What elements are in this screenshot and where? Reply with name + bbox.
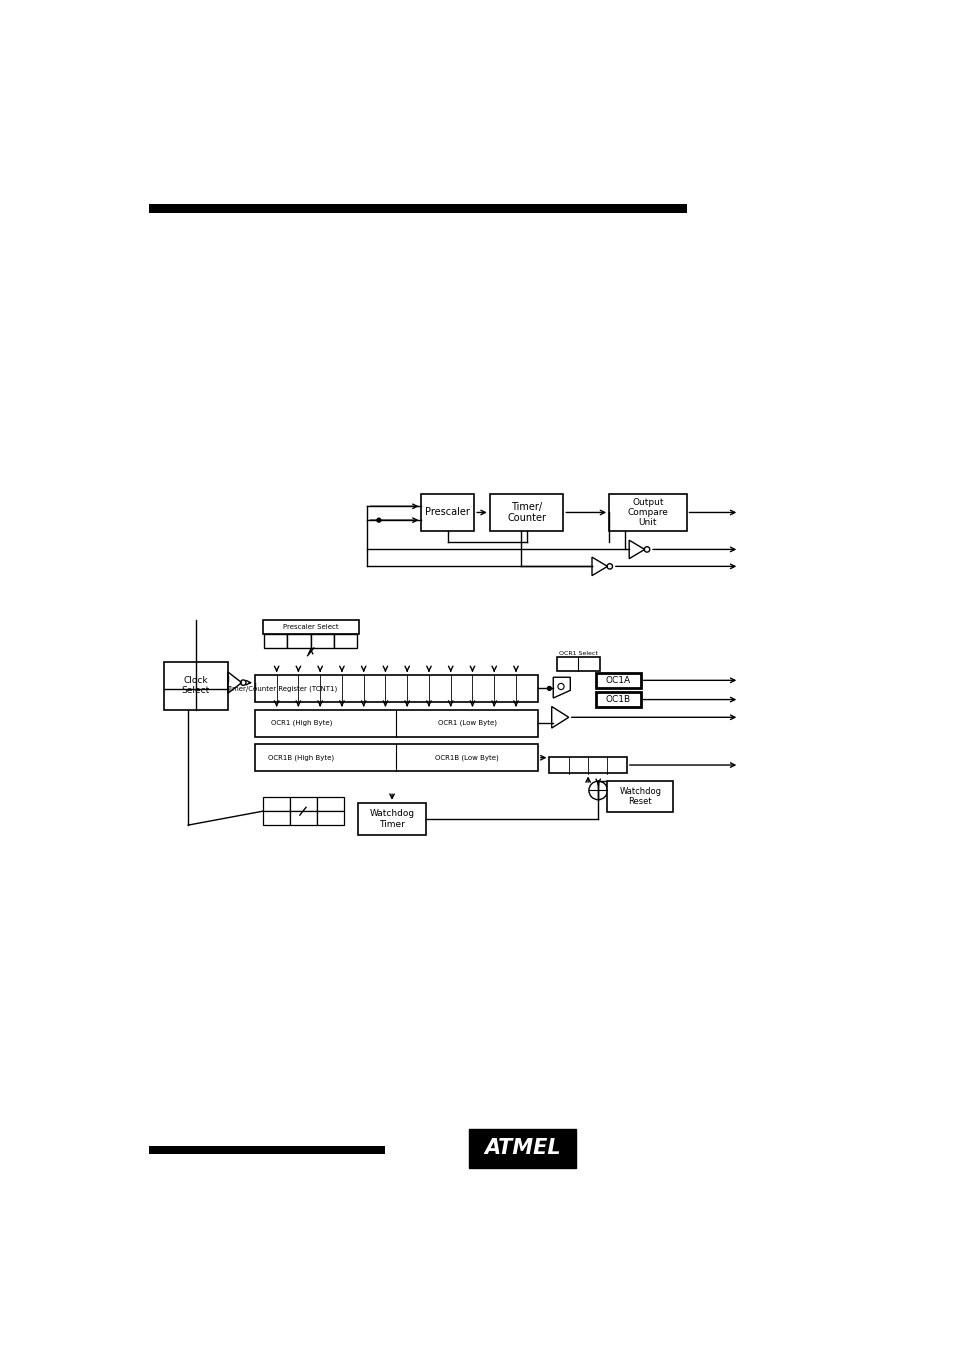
- Bar: [290, 797, 316, 811]
- Bar: [287, 634, 311, 648]
- Bar: [290, 811, 316, 825]
- Text: OCR1 Select: OCR1 Select: [558, 651, 598, 655]
- Bar: [264, 634, 287, 648]
- Text: Output
Compare
Unit: Output Compare Unit: [627, 497, 667, 527]
- Text: Watchdog
Timer: Watchdog Timer: [369, 809, 415, 828]
- Bar: [149, 204, 686, 213]
- Circle shape: [547, 686, 551, 690]
- Bar: [489, 494, 562, 531]
- Bar: [254, 709, 537, 736]
- Bar: [164, 662, 228, 709]
- Bar: [254, 744, 537, 771]
- Bar: [357, 802, 426, 835]
- Bar: [557, 657, 599, 671]
- Text: ATMEL: ATMEL: [483, 1139, 560, 1159]
- Bar: [316, 811, 344, 825]
- Bar: [421, 494, 474, 531]
- Bar: [334, 634, 356, 648]
- Text: Prescaler: Prescaler: [425, 508, 470, 517]
- Text: Watchdog
Reset: Watchdog Reset: [618, 786, 660, 807]
- Text: OC1B: OC1B: [605, 694, 630, 704]
- Bar: [311, 634, 334, 648]
- Text: OCR1B (High Byte): OCR1B (High Byte): [268, 754, 335, 761]
- Bar: [608, 494, 686, 531]
- Bar: [254, 676, 537, 703]
- Circle shape: [376, 519, 380, 521]
- Bar: [316, 797, 344, 811]
- Text: Clock
Select: Clock Select: [182, 676, 210, 696]
- Text: OCR1B (Low Byte): OCR1B (Low Byte): [435, 754, 498, 761]
- Bar: [607, 781, 673, 812]
- Text: Timer/Counter Register (TCNT1): Timer/Counter Register (TCNT1): [226, 685, 337, 692]
- Bar: [596, 692, 640, 708]
- Text: OC1A: OC1A: [605, 676, 630, 685]
- Bar: [596, 673, 640, 688]
- Text: Prescaler Select: Prescaler Select: [283, 624, 338, 630]
- Bar: [262, 797, 290, 811]
- Text: ÄTMEL: ÄTMEL: [476, 1136, 568, 1161]
- Bar: [149, 1146, 385, 1154]
- Text: OCR1 (Low Byte): OCR1 (Low Byte): [437, 720, 496, 727]
- Bar: [262, 620, 358, 634]
- Text: OCR1 (High Byte): OCR1 (High Byte): [271, 720, 332, 727]
- Bar: [549, 757, 626, 774]
- Bar: [262, 811, 290, 825]
- Text: Timer/
Counter: Timer/ Counter: [506, 501, 545, 523]
